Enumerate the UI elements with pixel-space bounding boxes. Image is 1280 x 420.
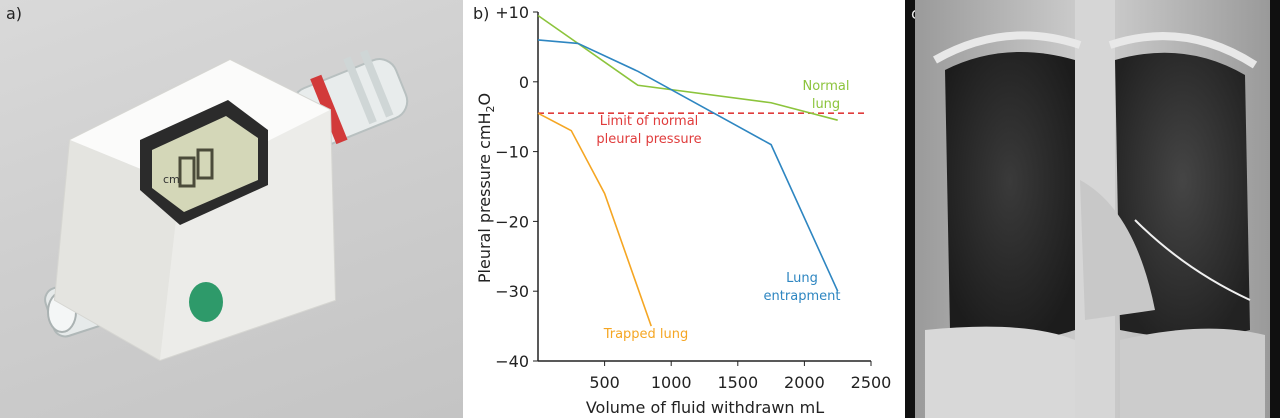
- chest-xray-image: [915, 0, 1270, 418]
- y-axis-label-tail: O: [475, 93, 494, 106]
- panel-a-label: a): [6, 4, 23, 23]
- pleural-pressure-chart: +10 0 −10 −20 −30 −40 500 1000 1500 2000 2500 Nor…: [475, 3, 891, 417]
- heart-shadow: [1080, 180, 1155, 320]
- y-tick-label: 0: [519, 73, 529, 92]
- drain-catheter: [1134, 219, 1251, 301]
- series-line-normal-lung: [537, 14, 838, 121]
- y-ticks: +10 0 −10 −20 −30 −40: [495, 3, 538, 371]
- right-lung-field: [945, 52, 1075, 340]
- series-line-trapped-lung: [537, 112, 652, 327]
- green-button: [189, 282, 223, 322]
- trapped-lung-label: Trapped lung: [603, 327, 689, 342]
- right-clavicle: [933, 31, 1082, 64]
- y-tick-label: +10: [495, 3, 529, 22]
- y-tick-label: −20: [495, 212, 529, 231]
- lcd-unit-text: cm: [163, 173, 180, 186]
- right-hemidiaphragm: [925, 326, 1075, 418]
- x-tick-label: 2000: [784, 373, 825, 392]
- x-ticks: 500 1000 1500 2000 2500: [589, 361, 891, 392]
- x-tick-label: 2500: [851, 373, 892, 392]
- y-axis-label: Pleural pressure cmH2O: [475, 93, 497, 283]
- y-axis-label-sub: 2: [484, 105, 497, 112]
- manometer-illustration: cm: [44, 49, 409, 362]
- manometer-photo-panel: a) cm: [0, 0, 463, 418]
- chart-axes: [537, 12, 871, 362]
- x-tick-label: 500: [589, 373, 620, 392]
- entrapment-label-2: entrapment: [764, 289, 841, 304]
- x-tick-label: 1000: [651, 373, 692, 392]
- normal-lung-label-2: lung: [812, 97, 840, 112]
- y-tick-label: −40: [495, 352, 529, 371]
- pressure-chart-panel: b) +10 0 −10 −20 −30 −40 500 1000 1500 2000 2500 …: [463, 0, 905, 418]
- y-tick-label: −10: [495, 143, 529, 162]
- left-hemidiaphragm: [1120, 328, 1265, 418]
- lcd-display: cm: [140, 100, 268, 225]
- y-tick-label: −30: [495, 282, 529, 301]
- y-axis-label-main: Pleural pressure cmH: [475, 112, 494, 283]
- series-lines: [537, 14, 839, 327]
- limit-label-1: Limit of normal: [600, 114, 699, 129]
- left-lung-field: [1115, 52, 1250, 338]
- chest-xray-panel: c): [905, 0, 1280, 418]
- series-line-lung-entrapment: [537, 39, 839, 292]
- panel-b-label: b): [473, 4, 490, 23]
- left-clavicle: [1108, 32, 1258, 69]
- entrapment-label-1: Lung: [786, 271, 818, 286]
- x-axis-label: Volume of fluid withdrawn mL: [586, 398, 824, 417]
- normal-lung-label-1: Normal: [802, 79, 849, 94]
- limit-label-2: pleural pressure: [596, 132, 701, 147]
- x-tick-label: 1500: [717, 373, 758, 392]
